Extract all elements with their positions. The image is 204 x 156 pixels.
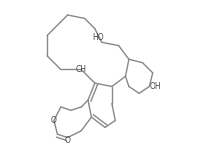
Text: OH: OH (149, 82, 160, 91)
Text: O: O (51, 116, 57, 125)
Text: O: O (64, 136, 70, 146)
Text: HO: HO (92, 33, 104, 42)
Text: CH: CH (75, 65, 86, 74)
